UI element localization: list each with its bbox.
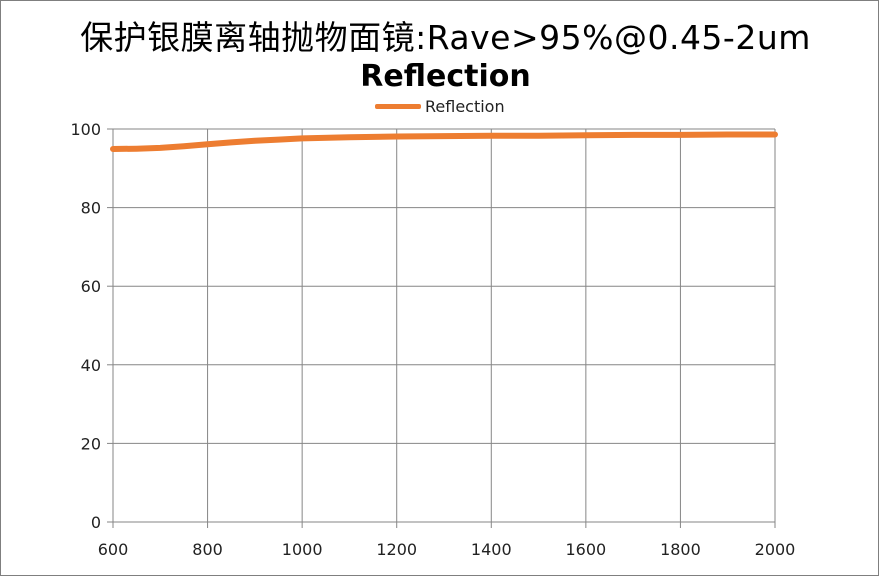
- y-tick-label: 0: [91, 513, 101, 532]
- chart-title: Reflection: [360, 59, 531, 94]
- y-tick-label: 20: [81, 434, 101, 453]
- x-tick-label: 2000: [755, 540, 796, 559]
- x-tick-label: 800: [192, 540, 223, 559]
- tick-labels: 600 800 1000 1200 1400 1600 1800 2000 0 20 40 60 80 1…: [70, 120, 795, 559]
- x-tick-label: 1000: [282, 540, 323, 559]
- legend-swatch: [375, 103, 421, 109]
- legend: Reflection: [375, 96, 505, 116]
- header-title: 保护银膜离轴抛物面镜:Rave>95%@0.45-2um: [80, 18, 811, 57]
- x-tick-label: 1600: [565, 540, 606, 559]
- series-line-reflection: [110, 131, 778, 152]
- y-tick-label: 40: [81, 356, 101, 375]
- y-tick-label: 80: [81, 199, 101, 218]
- x-tick-label: 1200: [376, 540, 417, 559]
- y-tick-label: 60: [81, 277, 101, 296]
- grid: [112, 128, 776, 523]
- y-tick-label: 100: [70, 120, 101, 139]
- x-tick-label: 600: [98, 540, 129, 559]
- legend-label: Reflection: [425, 96, 505, 116]
- axes: [107, 128, 776, 528]
- x-tick-label: 1400: [471, 540, 512, 559]
- series-group: [110, 131, 778, 152]
- x-tick-label: 1800: [660, 540, 701, 559]
